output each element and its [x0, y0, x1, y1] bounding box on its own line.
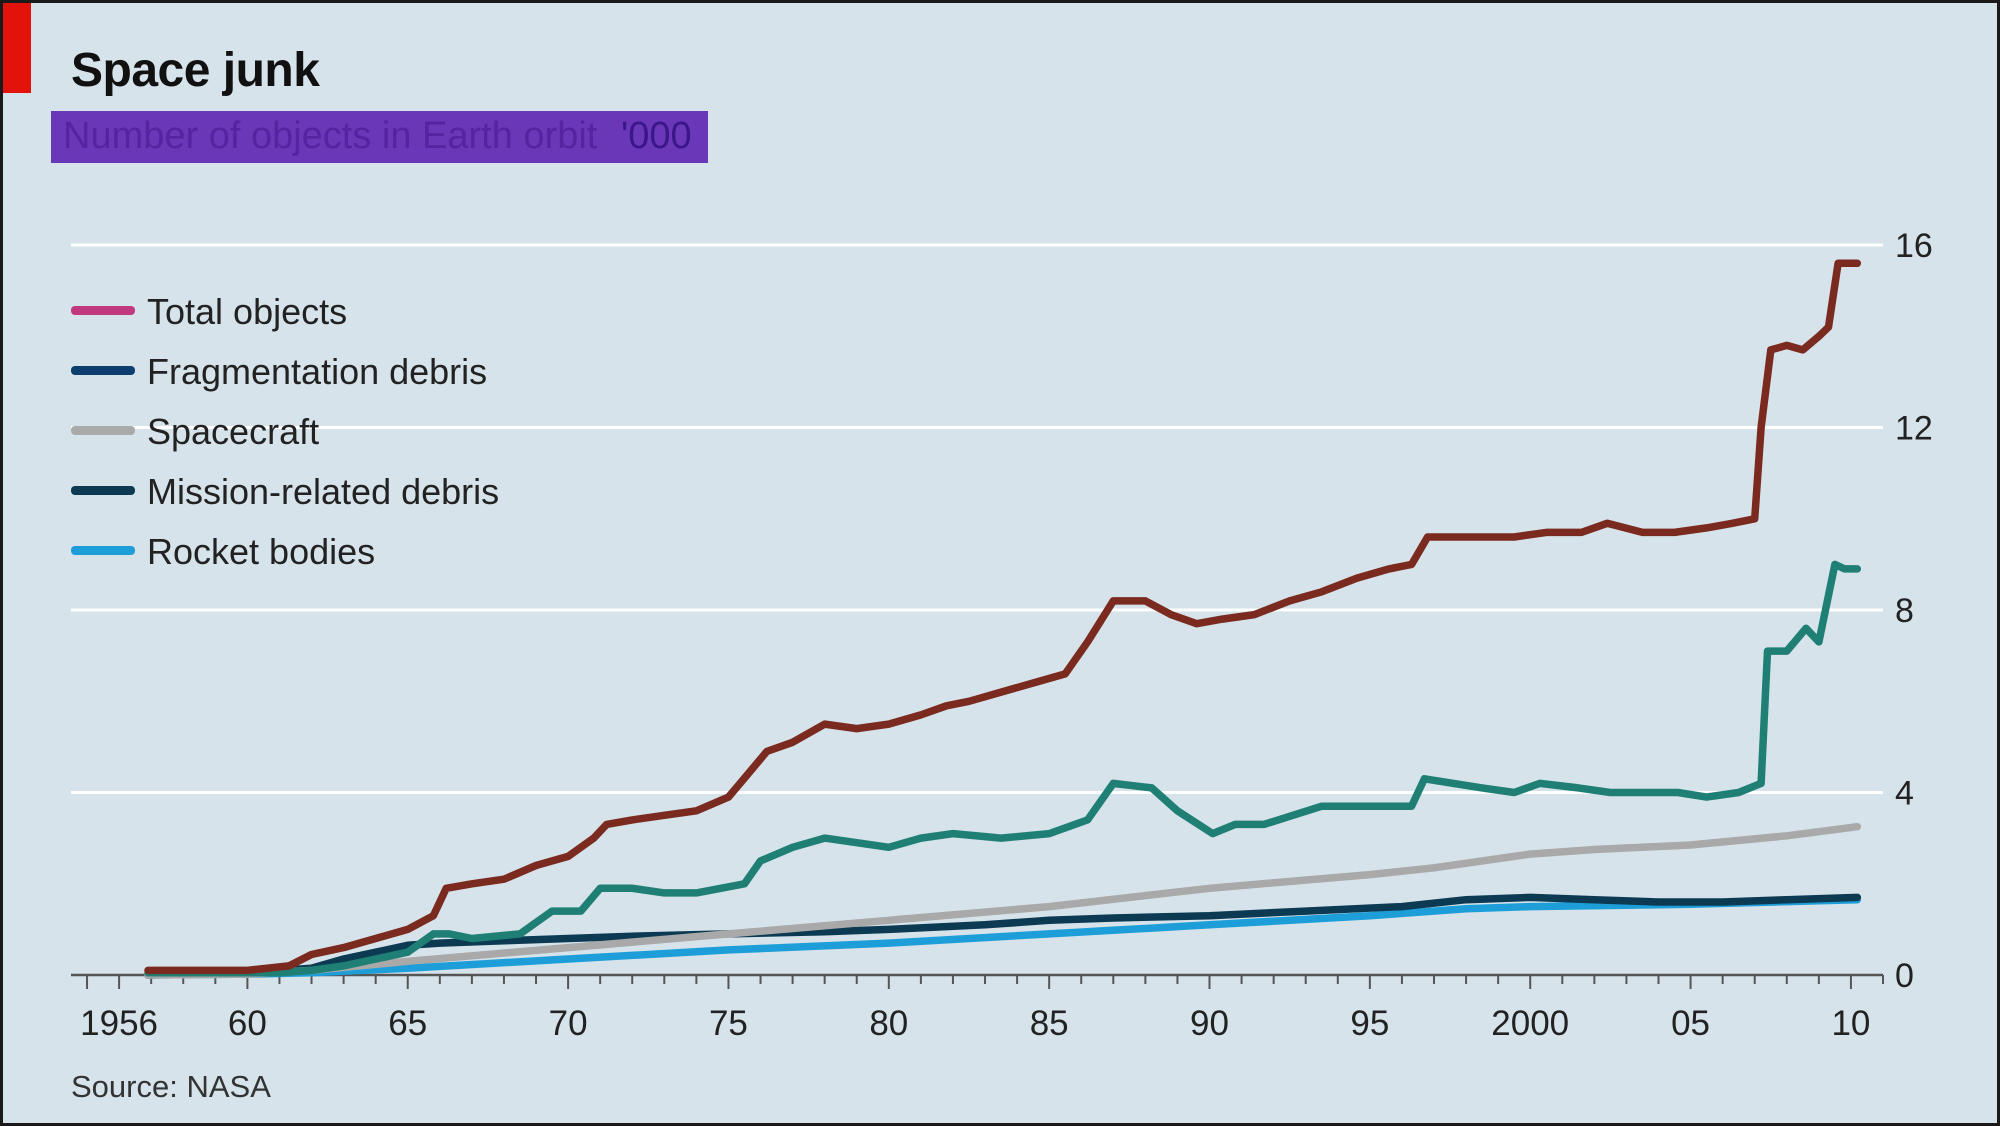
- x-tick-label: 95: [1350, 1004, 1389, 1043]
- legend-label: Total objects: [147, 291, 348, 332]
- x-tick-label: 85: [1030, 1004, 1069, 1043]
- legend-item: Mission-related debris: [63, 465, 533, 515]
- x-tick-label: 75: [709, 1004, 748, 1043]
- chart-subtitle: Number of objects in Earth orbit: [63, 115, 598, 157]
- y-tick-label: 8: [1895, 592, 1914, 630]
- chart-plot: 16 12 8 4 0 1956 60 65 70 75 80 85 90 95 2000 05 10: [71, 227, 1933, 1043]
- legend-swatch: [71, 486, 135, 495]
- x-tick-label: 65: [388, 1004, 427, 1043]
- x-tick-label: 1956: [80, 1004, 158, 1043]
- series-line-fragmentation-debris: [144, 560, 1862, 977]
- chart-source: Source: NASA: [71, 1069, 271, 1104]
- x-tick-label: 05: [1671, 1004, 1710, 1043]
- chart-title: Space junk: [71, 44, 320, 97]
- legend-label: Rocket bodies: [147, 531, 376, 572]
- legend-item: Fragmentation debris: [63, 345, 533, 395]
- x-tick-label: 10: [1831, 1004, 1870, 1043]
- y-tick-label: 4: [1895, 775, 1914, 813]
- legend-swatch: [71, 306, 135, 315]
- legend-label: Fragmentation debris: [147, 351, 488, 392]
- legend-item: Total objects: [63, 285, 533, 335]
- x-tick-label: 60: [228, 1004, 267, 1043]
- legend-label: Spacecraft: [147, 411, 320, 452]
- y-tick-label: 0: [1895, 957, 1914, 995]
- legend-item: Spacecraft: [63, 405, 533, 455]
- chart-frame: Space junk Number of objects in Earth or…: [3, 3, 1997, 1123]
- x-tick-label: 80: [869, 1004, 908, 1043]
- series-line-total-objects: [144, 259, 1862, 975]
- brand-tag: [3, 3, 31, 93]
- chart-unit: '000: [621, 115, 692, 157]
- subtitle-redaction: [51, 111, 708, 163]
- legend-label: Mission-related debris: [147, 471, 500, 512]
- legend-item: Rocket bodies: [63, 525, 533, 575]
- legend-swatch: [71, 426, 135, 435]
- y-tick-label: 12: [1895, 410, 1933, 448]
- x-tick-label: 70: [549, 1004, 588, 1043]
- x-tick-label: 90: [1190, 1004, 1229, 1043]
- legend-swatch: [71, 366, 135, 375]
- y-tick-label: 16: [1895, 227, 1933, 265]
- x-tick-label: 2000: [1491, 1004, 1569, 1043]
- legend-swatch: [71, 546, 135, 555]
- series-line-mission-related-debris: [144, 893, 1862, 979]
